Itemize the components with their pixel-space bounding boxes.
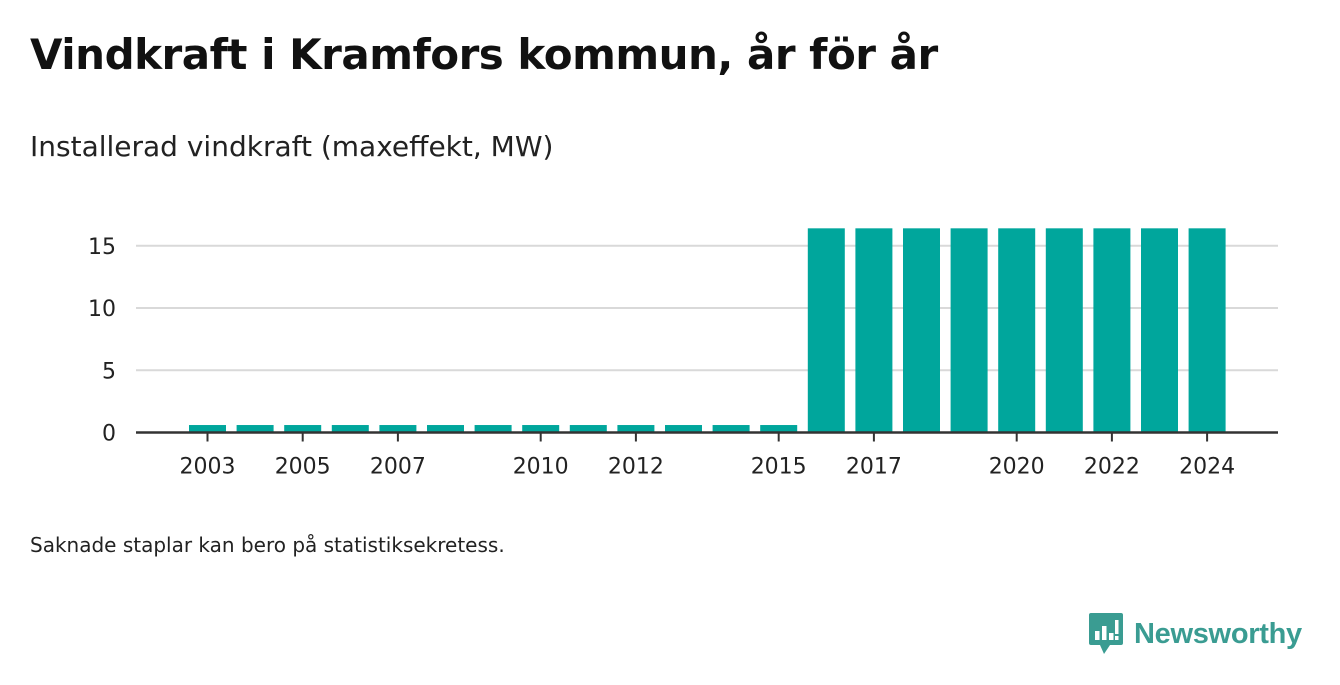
bar-2011 bbox=[569, 425, 607, 433]
chart-subtitle: Installerad vindkraft (maxeffekt, MW) bbox=[30, 130, 554, 163]
bar-2023 bbox=[1141, 228, 1178, 433]
y-tick-label: 15 bbox=[88, 235, 116, 260]
y-tick-label: 10 bbox=[88, 297, 116, 322]
bar-2004 bbox=[236, 425, 274, 433]
y-tick-label: 5 bbox=[102, 359, 116, 384]
bar-2021 bbox=[1045, 228, 1083, 433]
bar-2005 bbox=[284, 425, 322, 433]
x-tick-label: 2024 bbox=[1179, 455, 1235, 480]
bar-2019 bbox=[950, 228, 988, 433]
footnote: Saknade staplar kan bero på statistiksek… bbox=[30, 533, 505, 557]
bar-2008 bbox=[427, 425, 464, 433]
bar-2022 bbox=[1093, 228, 1131, 433]
bar-2015 bbox=[760, 425, 798, 433]
brand-logo[interactable]: Newsworthy bbox=[1088, 612, 1302, 656]
bar-2012 bbox=[617, 425, 655, 433]
newsworthy-logo-icon bbox=[1089, 613, 1123, 654]
grid-lines bbox=[136, 244, 1278, 372]
bar-2018 bbox=[903, 228, 940, 433]
bar-2016 bbox=[807, 228, 845, 433]
x-axis bbox=[136, 431, 1278, 442]
bar-2003 bbox=[189, 425, 226, 433]
x-tick-label: 2012 bbox=[608, 455, 664, 480]
x-tick-label: 2010 bbox=[513, 455, 569, 480]
bar-2014 bbox=[712, 425, 750, 433]
bar-2013 bbox=[665, 425, 702, 433]
x-tick-label: 2022 bbox=[1084, 455, 1140, 480]
brand-name: Newsworthy bbox=[1134, 617, 1302, 650]
chart-title: Vindkraft i Kramfors kommun, år för år bbox=[30, 30, 938, 79]
y-tick-label: 0 bbox=[102, 422, 116, 447]
bar-2020 bbox=[998, 228, 1036, 433]
x-axis-tick-labels: 2003 2005 2007 2010 2012 2015 2017 2020 2022 2024 bbox=[180, 455, 1236, 480]
y-axis-tick-labels: 0 5 10 15 bbox=[88, 235, 116, 447]
bar-2010 bbox=[522, 425, 560, 433]
x-tick-label: 2007 bbox=[370, 455, 426, 480]
bars bbox=[189, 228, 1226, 433]
x-tick-label: 2020 bbox=[989, 455, 1045, 480]
bar-2024 bbox=[1188, 228, 1226, 433]
x-tick-label: 2003 bbox=[180, 455, 236, 480]
bar-2006 bbox=[331, 425, 369, 433]
x-tick-label: 2015 bbox=[751, 455, 807, 480]
x-tick-label: 2005 bbox=[275, 455, 331, 480]
bar-2017 bbox=[855, 228, 893, 433]
bar-2009 bbox=[474, 425, 512, 433]
bar-2007 bbox=[379, 425, 417, 433]
x-tick-label: 2017 bbox=[846, 455, 902, 480]
